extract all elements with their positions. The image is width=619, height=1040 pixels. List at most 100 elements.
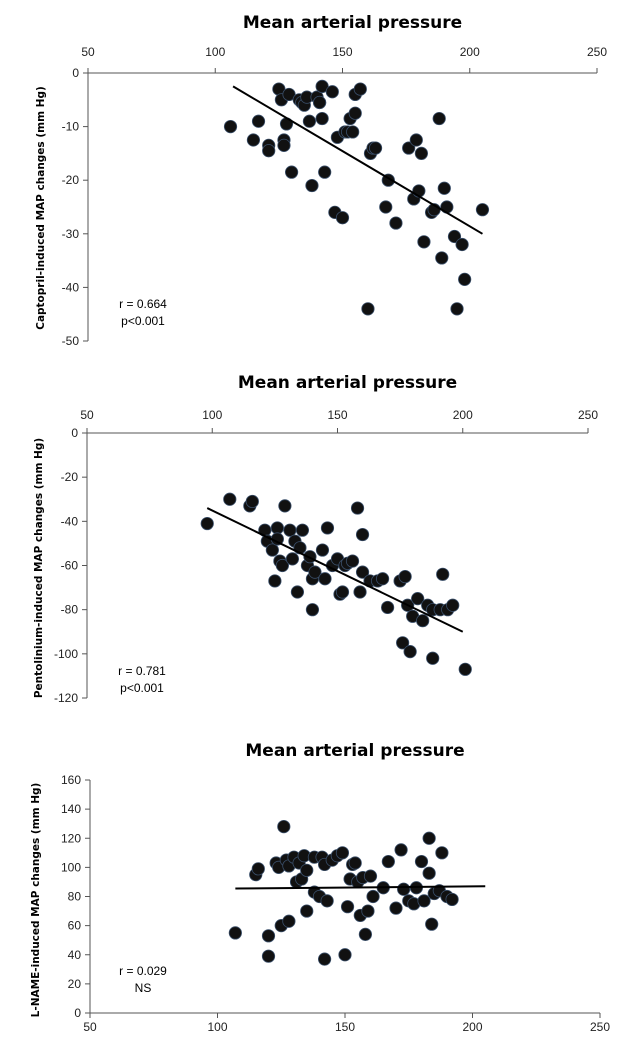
data-point (262, 144, 276, 158)
lname-chart: Mean arterial pressure 50 100 150 200 250 0 20 4… (30, 741, 610, 1034)
y-tick-label: 80 (68, 890, 82, 904)
data-point (403, 645, 417, 659)
data-point (346, 125, 360, 139)
data-point (320, 894, 334, 908)
data-point (417, 235, 431, 249)
data-point (282, 87, 296, 102)
data-point (265, 543, 279, 557)
data-point (261, 949, 276, 963)
x-tick-label: 150 (332, 45, 352, 59)
data-point (440, 200, 454, 214)
chart-title: Mean arterial pressure (238, 373, 457, 393)
x-tick-label: 50 (80, 408, 94, 422)
data-point (414, 146, 428, 160)
data-point (397, 882, 411, 896)
data-point (398, 569, 412, 584)
data-point (445, 892, 459, 907)
data-point (416, 614, 430, 628)
data-point (380, 600, 395, 615)
x-tick-label: 200 (462, 1020, 482, 1034)
x-tick-label: 50 (81, 45, 95, 59)
data-point (458, 272, 472, 286)
y-tick-label: 100 (61, 860, 81, 874)
data-point (363, 869, 378, 883)
data-point (345, 554, 360, 568)
data-point (366, 889, 380, 904)
data-point (353, 82, 367, 96)
data-point (228, 926, 242, 940)
data-point (338, 948, 352, 962)
pentolinium-chart: Mean arterial pressure 50 100 150 200 250 0 -20… (33, 373, 598, 705)
trend-line (235, 885, 486, 890)
data-point (200, 516, 214, 531)
data-point (223, 492, 237, 506)
data-point (425, 917, 439, 931)
x-tick-label: 200 (460, 45, 480, 59)
data-point (290, 585, 305, 599)
data-point (409, 133, 423, 147)
data-point (361, 302, 375, 316)
correlation-label: r = 0.029 (119, 964, 167, 978)
data-point (335, 846, 350, 860)
data-point (251, 114, 266, 128)
trend-line (206, 507, 464, 633)
y-tick-label: 160 (61, 773, 81, 787)
data-point (455, 237, 469, 252)
data-point (414, 854, 429, 869)
chart-title: Mean arterial pressure (243, 13, 462, 33)
data-point (300, 863, 314, 877)
data-point (315, 79, 329, 94)
data-point (446, 598, 460, 612)
data-point (437, 181, 451, 195)
data-point (353, 585, 367, 599)
data-point (447, 229, 462, 244)
x-tick-label: 150 (327, 408, 347, 422)
data-point (422, 866, 436, 880)
data-point (361, 904, 375, 918)
data-point (315, 111, 329, 126)
captopril-chart: Mean arterial pressure 50 100 150 200 250 0 -10… (35, 13, 607, 345)
y-tick-label: 20 (68, 977, 82, 991)
data-point (350, 501, 365, 515)
data-point (411, 592, 425, 606)
y-axis-label: Pentolinium-induced MAP changes (mm Hg) (33, 438, 45, 698)
x-tick-label: 200 (453, 408, 473, 422)
x-tick-label: 100 (202, 408, 222, 422)
y-tick-label: -20 (62, 173, 80, 187)
data-point (317, 952, 332, 966)
data-point (251, 862, 265, 876)
data-point (475, 203, 490, 217)
data-point (246, 133, 261, 147)
data-point (325, 85, 339, 99)
trend-line (232, 85, 483, 235)
data-point (278, 499, 292, 513)
data-point (348, 106, 362, 120)
y-tick-label: -100 (54, 647, 78, 661)
data-point (282, 914, 296, 928)
data-point (318, 165, 332, 179)
y-tick-label: 120 (61, 831, 81, 845)
data-point (379, 200, 393, 214)
data-point (435, 846, 449, 860)
y-tick-label: -40 (61, 514, 79, 528)
y-tick-label: 0 (74, 1006, 81, 1020)
data-point (381, 854, 395, 869)
data-point (458, 662, 472, 676)
data-point (270, 521, 284, 535)
data-point (389, 901, 403, 915)
data-point (277, 820, 291, 834)
y-tick-label: 0 (72, 66, 79, 80)
y-tick-label: -60 (61, 559, 79, 573)
data-point (435, 251, 449, 265)
y-tick-label: -50 (62, 334, 80, 345)
data-point (368, 141, 383, 155)
data-point (285, 552, 300, 566)
y-tick-label: -10 (62, 120, 80, 134)
data-point (355, 565, 370, 579)
data-point (335, 585, 350, 599)
x-tick-label: 250 (590, 1020, 610, 1034)
data-point (308, 565, 322, 579)
y-tick-label: 0 (71, 426, 78, 440)
x-tick-label: 150 (335, 1020, 355, 1034)
data-point (302, 114, 317, 128)
